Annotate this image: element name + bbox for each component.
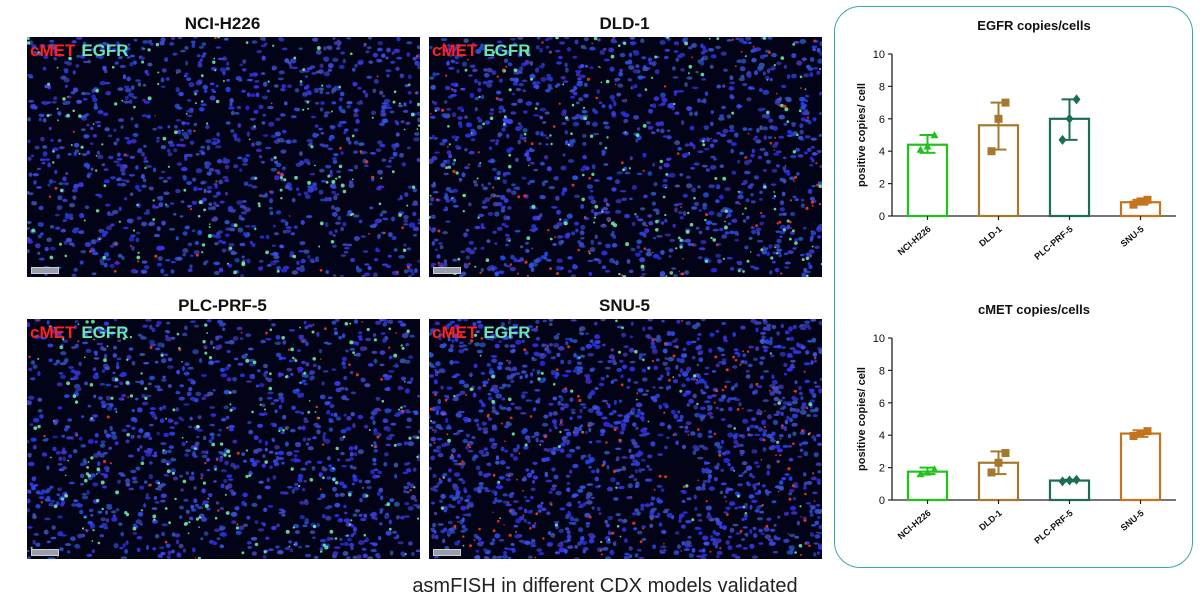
y-tick-label: 10	[873, 49, 885, 61]
cmet-label: cMET	[432, 41, 478, 60]
y-tick-label: 2	[879, 463, 885, 475]
micrograph-nci-h226: cMET EGFR	[27, 37, 420, 277]
x-tick-label: SNU-5	[1119, 224, 1146, 249]
y-tick-label: 6	[879, 398, 885, 410]
data-point	[1065, 475, 1074, 486]
panel-title-3: PLC-PRF-5	[178, 296, 267, 315]
data-point	[1129, 432, 1138, 441]
data-point	[930, 465, 939, 473]
panel-title-1: NCI-H226	[184, 14, 261, 33]
egfr-label: EGFR	[81, 41, 129, 60]
bar-nci-h226	[906, 470, 949, 502]
y-axis-label: positive copies/ cell	[856, 367, 868, 471]
data-point	[1072, 94, 1081, 105]
egfr-label: EGFR	[81, 323, 129, 342]
x-tick-label: DLD-1	[977, 224, 1004, 249]
cmet-label: cMET	[30, 41, 76, 60]
x-tick-label: SNU-5	[1119, 508, 1146, 533]
y-tick-label: 10	[873, 333, 885, 345]
data-point	[923, 468, 932, 476]
stain-legend: cMET EGFR	[30, 323, 129, 343]
data-point	[1058, 134, 1067, 145]
data-point	[923, 142, 932, 150]
data-point	[1065, 113, 1074, 124]
x-tick-label: NCI-H226	[896, 508, 933, 541]
data-point	[1136, 429, 1145, 438]
stain-legend: cMET EGFR	[30, 41, 129, 61]
panel-title-4: SNU-5	[598, 296, 650, 315]
data-point	[916, 470, 925, 478]
data-point	[994, 114, 1003, 123]
y-tick-label: 6	[879, 114, 885, 126]
chart-title: EGFR copies/cells	[977, 18, 1090, 33]
bar-nci-h226	[906, 143, 949, 218]
micrograph-dld-1: cMET EGFR	[429, 37, 822, 277]
data-point	[987, 147, 996, 156]
x-tick-label: PLC-PRF-5	[1032, 508, 1074, 546]
y-tick-label: 4	[879, 430, 885, 442]
egfr-label: EGFR	[483, 323, 531, 342]
data-point	[1058, 476, 1067, 487]
cmet-label: cMET	[30, 323, 76, 342]
stain-legend: cMET EGFR	[432, 323, 531, 343]
x-tick-label: DLD-1	[977, 508, 1004, 533]
scale-bar	[433, 267, 461, 274]
micrograph-snu-5: cMET EGFR	[429, 319, 822, 559]
data-point	[987, 468, 996, 477]
y-axis-label: positive copies/ cell	[856, 83, 868, 187]
micrograph-image	[429, 319, 822, 559]
data-point	[1001, 98, 1010, 107]
x-tick-label: PLC-PRF-5	[1032, 224, 1074, 262]
figure-caption: asmFISH in different CDX models validate…	[412, 575, 798, 597]
panel-title-2: DLD-1	[599, 14, 650, 33]
chart-title: cMET copies/cells	[978, 302, 1090, 317]
y-tick-label: 2	[879, 179, 885, 191]
micrograph-image	[27, 319, 420, 559]
micrograph-plc-prf-5: cMET EGFR	[27, 319, 420, 559]
y-tick-label: 0	[879, 495, 885, 507]
stain-legend: cMET EGFR	[432, 41, 531, 61]
scale-bar	[433, 549, 461, 556]
data-point	[1129, 200, 1138, 209]
egfr-label: EGFR	[483, 41, 531, 60]
x-tick-label: NCI-H226	[896, 224, 933, 257]
y-tick-label: 8	[879, 365, 885, 377]
chart-box	[834, 6, 1193, 568]
data-point	[1001, 449, 1010, 458]
micrograph-image	[429, 37, 822, 277]
scale-bar	[31, 267, 59, 274]
data-point	[1072, 474, 1081, 485]
data-point	[1143, 195, 1152, 204]
data-point	[916, 145, 925, 153]
data-point	[994, 458, 1003, 467]
y-tick-label: 8	[879, 81, 885, 93]
scale-bar	[31, 549, 59, 556]
y-tick-label: 0	[879, 211, 885, 223]
data-point	[930, 131, 939, 139]
bar-snu-5	[1119, 432, 1162, 502]
data-point	[1143, 427, 1152, 436]
cmet-chart: cMET copies/cells positive copies/ cell 0 2…	[856, 302, 1176, 546]
egfr-chart: EGFR copies/cells positive copies/ cell 0 2…	[856, 18, 1176, 262]
y-tick-label: 4	[879, 146, 885, 158]
micrograph-image	[27, 37, 420, 277]
data-point	[1136, 197, 1145, 206]
cmet-label: cMET	[432, 323, 478, 342]
